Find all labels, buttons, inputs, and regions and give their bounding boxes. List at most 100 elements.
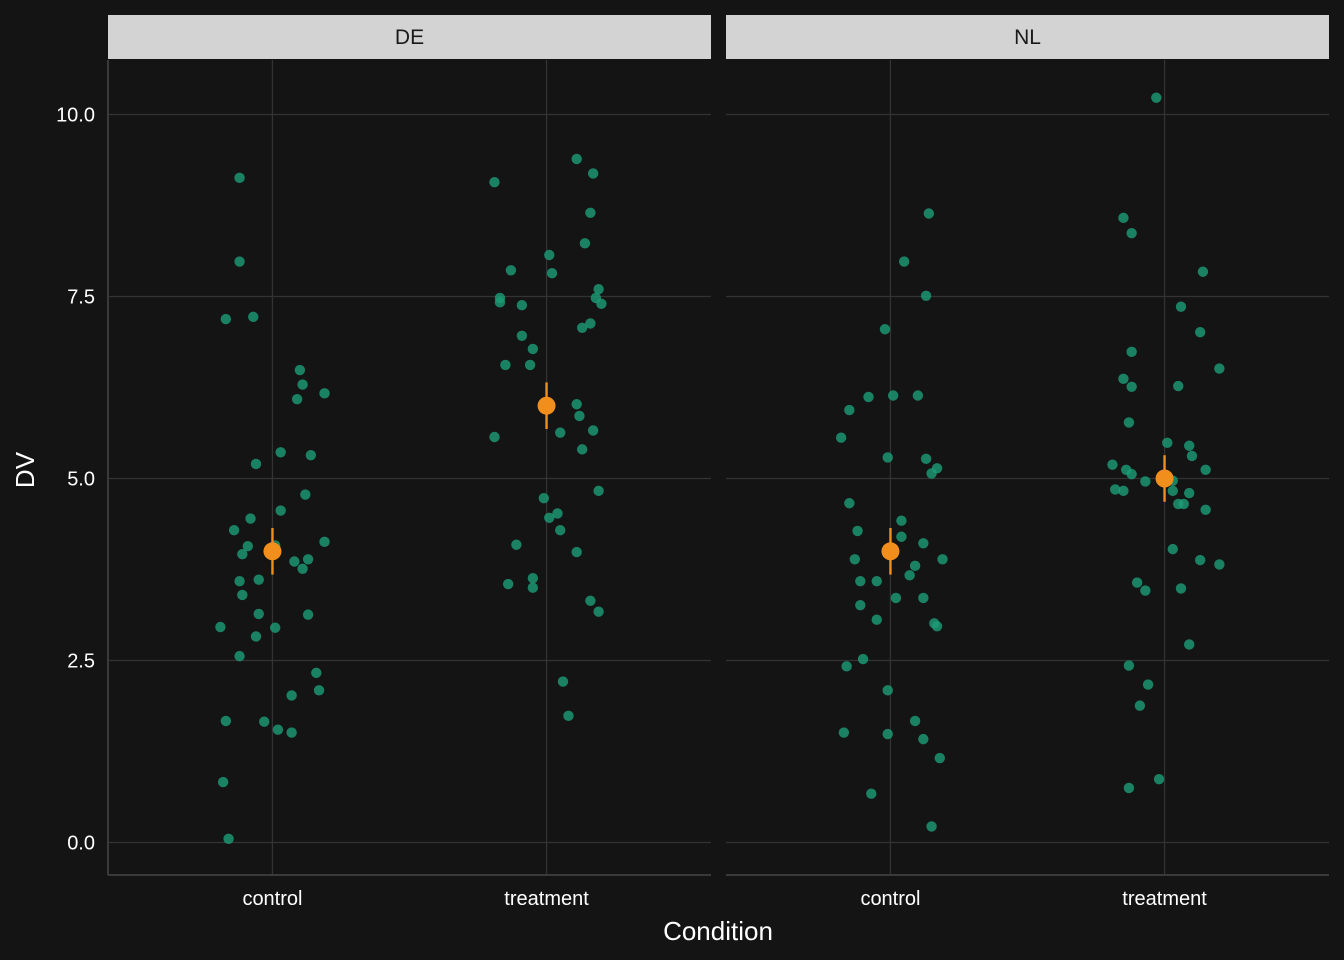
data-point	[871, 614, 882, 625]
x-tick-label: treatment	[1122, 888, 1207, 910]
data-point	[849, 554, 861, 565]
y-axis: 0.0 2.5 5.0 7.5 10.0	[56, 105, 95, 855]
data-point	[527, 343, 539, 355]
data-point	[585, 207, 596, 218]
data-point	[1123, 660, 1135, 671]
facet-panel-de: DE control treatment	[107, 15, 711, 910]
data-point	[1118, 485, 1129, 497]
data-point	[593, 606, 604, 617]
data-point	[563, 710, 574, 722]
facet-strip	[726, 15, 1329, 59]
data-point	[516, 330, 528, 342]
data-point	[289, 556, 300, 567]
data-point	[571, 399, 582, 410]
data-point	[904, 570, 915, 581]
data-point	[909, 560, 921, 572]
data-point	[259, 716, 270, 727]
data-point	[926, 821, 937, 832]
data-point	[524, 359, 536, 371]
data-point	[272, 724, 284, 735]
data-point	[1194, 554, 1206, 566]
data-point	[234, 172, 245, 184]
data-point	[1194, 326, 1206, 338]
data-point	[275, 447, 286, 458]
data-point	[286, 690, 297, 701]
data-point	[297, 379, 308, 390]
data-point	[890, 592, 902, 604]
data-point	[1118, 373, 1129, 384]
data-point	[544, 512, 555, 524]
data-point	[294, 364, 306, 376]
data-point	[596, 298, 607, 309]
data-point	[302, 554, 314, 565]
data-point	[552, 508, 563, 519]
data-point	[275, 505, 286, 516]
facet-strip	[108, 15, 711, 59]
data-point	[555, 524, 566, 536]
group-treatment	[489, 153, 607, 722]
panels: DE control treatment NL control treatment	[107, 15, 1329, 910]
data-point	[527, 573, 539, 584]
data-point	[234, 256, 245, 267]
data-point	[489, 177, 500, 188]
data-point	[1140, 585, 1151, 596]
data-point	[896, 531, 907, 542]
data-point	[576, 444, 588, 455]
data-point	[576, 322, 588, 334]
mean-point	[881, 542, 900, 561]
data-point	[253, 608, 264, 620]
data-point	[311, 667, 322, 679]
data-point	[835, 432, 847, 443]
data-point	[319, 536, 330, 548]
data-point	[220, 313, 232, 325]
data-point	[585, 595, 596, 607]
data-point	[1126, 468, 1137, 480]
data-point	[587, 168, 599, 179]
data-point	[1126, 381, 1137, 392]
data-point	[593, 485, 604, 497]
data-point	[555, 427, 566, 438]
data-point	[546, 268, 558, 279]
data-point	[297, 563, 308, 574]
data-point	[937, 554, 948, 565]
y-tick-label: 2.5	[67, 651, 95, 673]
data-point	[1197, 266, 1209, 277]
y-tick-label: 7.5	[67, 287, 95, 309]
data-point	[898, 256, 910, 267]
y-tick-label: 5.0	[67, 469, 95, 491]
mean-point	[1155, 469, 1174, 488]
group-treatment	[1107, 92, 1225, 794]
data-point	[918, 538, 929, 549]
y-tick-label: 10.0	[56, 105, 95, 127]
data-point	[857, 653, 869, 665]
data-point	[1153, 773, 1165, 785]
data-point	[871, 575, 882, 587]
data-point	[1214, 363, 1225, 374]
data-point	[918, 592, 929, 604]
data-point	[931, 621, 943, 632]
data-point	[291, 393, 303, 405]
data-point	[1123, 782, 1135, 794]
data-point	[527, 582, 539, 593]
data-point	[909, 715, 921, 727]
data-point	[1173, 380, 1184, 392]
data-point	[1186, 450, 1198, 462]
data-point	[237, 589, 248, 601]
data-point	[1184, 639, 1195, 650]
data-point	[855, 599, 866, 611]
data-point	[920, 453, 932, 465]
data-point	[1140, 476, 1151, 487]
data-point	[544, 249, 555, 261]
facet-strip-label: NL	[1014, 26, 1041, 49]
data-point	[516, 300, 528, 311]
x-tick-label: control	[860, 888, 920, 910]
data-point	[1184, 440, 1195, 451]
data-point	[863, 391, 874, 403]
data-point	[319, 388, 330, 399]
group-control	[835, 208, 948, 832]
facet-panel-nl: NL control treatment	[726, 15, 1329, 910]
data-point	[220, 715, 232, 727]
data-point	[1178, 498, 1189, 510]
data-point	[250, 631, 262, 642]
